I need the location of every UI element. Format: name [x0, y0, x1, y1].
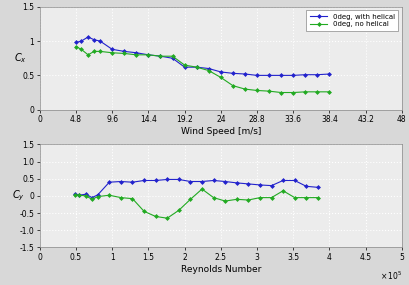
- 0deg, with helical: [302, 73, 307, 76]
- Y-axis label: $C_y$: $C_y$: [11, 189, 25, 203]
- 0deg, no helical: [73, 45, 78, 48]
- 0deg, no helical: [157, 54, 162, 58]
- 0deg, no helical: [290, 91, 295, 94]
- 0deg, no helical: [182, 63, 187, 67]
- 0deg, with helical: [194, 66, 199, 69]
- 0deg, with helical: [290, 74, 295, 77]
- X-axis label: Wind Speed [m/s]: Wind Speed [m/s]: [180, 127, 261, 136]
- 0deg, no helical: [85, 53, 90, 56]
- X-axis label: Reynolds Number: Reynolds Number: [180, 265, 261, 274]
- 0deg, no helical: [110, 51, 115, 54]
- 0deg, with helical: [85, 35, 90, 39]
- 0deg, with helical: [230, 72, 235, 75]
- 0deg, no helical: [278, 91, 283, 94]
- 0deg, with helical: [314, 73, 319, 76]
- 0deg, no helical: [242, 87, 247, 91]
- 0deg, with helical: [242, 72, 247, 76]
- 0deg, with helical: [97, 39, 102, 43]
- 0deg, no helical: [79, 48, 83, 51]
- 0deg, no helical: [218, 76, 223, 79]
- Line: 0deg, no helical: 0deg, no helical: [74, 45, 330, 94]
- Legend: 0deg, with helical, 0deg, no helical: 0deg, with helical, 0deg, no helical: [306, 10, 398, 31]
- Line: 0deg, with helical: 0deg, with helical: [74, 35, 330, 77]
- 0deg, with helical: [278, 74, 283, 77]
- 0deg, with helical: [254, 74, 259, 77]
- 0deg, no helical: [326, 90, 331, 93]
- 0deg, no helical: [230, 84, 235, 87]
- 0deg, with helical: [79, 39, 83, 43]
- 0deg, with helical: [170, 56, 175, 60]
- 0deg, no helical: [194, 66, 199, 69]
- 0deg, no helical: [97, 50, 102, 53]
- 0deg, no helical: [206, 69, 211, 72]
- 0deg, with helical: [121, 50, 126, 53]
- 0deg, no helical: [92, 50, 97, 53]
- 0deg, no helical: [254, 89, 259, 92]
- 0deg, no helical: [314, 90, 319, 93]
- 0deg, no helical: [121, 52, 126, 55]
- 0deg, no helical: [170, 54, 175, 58]
- 0deg, with helical: [157, 54, 162, 58]
- 0deg, with helical: [110, 48, 115, 51]
- 0deg, with helical: [206, 67, 211, 70]
- 0deg, with helical: [182, 66, 187, 69]
- Y-axis label: $C_x$: $C_x$: [14, 51, 27, 65]
- 0deg, no helical: [134, 53, 139, 56]
- 0deg, with helical: [92, 38, 97, 41]
- 0deg, with helical: [266, 74, 271, 77]
- 0deg, no helical: [266, 89, 271, 93]
- 0deg, with helical: [326, 72, 331, 76]
- Text: $\times\,10^5$: $\times\,10^5$: [379, 270, 401, 282]
- 0deg, with helical: [73, 41, 78, 44]
- 0deg, with helical: [134, 51, 139, 54]
- 0deg, no helical: [146, 53, 151, 56]
- 0deg, with helical: [218, 70, 223, 74]
- 0deg, with helical: [146, 53, 151, 56]
- 0deg, no helical: [302, 90, 307, 93]
